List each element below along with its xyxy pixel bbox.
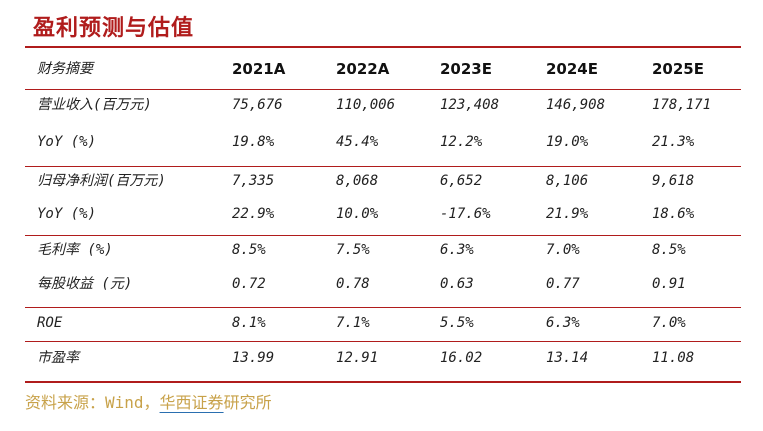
row-label: YoY (%) <box>37 206 97 222</box>
table-cell: -17.6% <box>440 206 491 222</box>
table-cell: 75,676 <box>232 97 283 113</box>
table-cell: 11.08 <box>652 350 695 366</box>
table-cell: 13.14 <box>546 350 589 366</box>
row-label: 毛利率 (%) <box>37 242 113 258</box>
table-divider <box>25 235 741 236</box>
table-cell: 6.3% <box>440 242 474 258</box>
row-label: YoY (%) <box>37 134 97 150</box>
table-cell: 45.4% <box>336 134 379 150</box>
table-cell: 16.02 <box>440 350 483 366</box>
row-label: 每股收益 (元) <box>37 276 133 292</box>
row-label: 市盈率 <box>37 350 79 366</box>
table-cell: 8.5% <box>232 242 266 258</box>
row-label: 营业收入(百万元) <box>37 97 152 113</box>
table-cell: 21.3% <box>652 134 695 150</box>
table-cell: 12.91 <box>336 350 379 366</box>
table-cell: 13.99 <box>232 350 275 366</box>
table-cell: 123,408 <box>440 97 500 113</box>
table-cell: 7.0% <box>546 242 580 258</box>
table-cell: 19.0% <box>546 134 589 150</box>
year-header: 2021A <box>232 60 286 78</box>
table-cell: 22.9% <box>232 206 275 222</box>
table-cell: 6.3% <box>546 315 580 331</box>
table-cell: 21.9% <box>546 206 589 222</box>
table-cell: 10.0% <box>336 206 379 222</box>
table-divider <box>25 341 741 342</box>
table-cell: 18.6% <box>652 206 695 222</box>
table-cell: 8.5% <box>652 242 686 258</box>
title-divider <box>25 46 741 48</box>
source-org-link[interactable]: 华西证券 <box>159 393 224 412</box>
table-cell: 9,618 <box>652 173 695 189</box>
table-cell: 0.91 <box>652 276 686 292</box>
table-cell: 7,335 <box>232 173 275 189</box>
year-header: 2022A <box>336 60 390 78</box>
table-cell: 19.8% <box>232 134 275 150</box>
row-label: ROE <box>37 315 63 331</box>
row-label: 归母净利润(百万元) <box>37 173 166 189</box>
table-divider <box>25 89 741 90</box>
table-cell: 7.1% <box>336 315 370 331</box>
table-cell: 110,006 <box>336 97 396 113</box>
table-cell: 7.5% <box>336 242 370 258</box>
source-prefix: 资料来源：Wind， <box>25 393 160 412</box>
year-header: 2025E <box>652 60 704 78</box>
table-cell: 0.72 <box>232 276 266 292</box>
table-cell: 7.0% <box>652 315 686 331</box>
table-divider <box>25 307 741 308</box>
table-cell: 146,908 <box>546 97 606 113</box>
header-label: 财务摘要 <box>37 61 93 77</box>
table-cell: 8.1% <box>232 315 266 331</box>
year-header: 2024E <box>546 60 598 78</box>
year-header: 2023E <box>440 60 492 78</box>
table-cell: 8,068 <box>336 173 379 189</box>
table-cell: 5.5% <box>440 315 474 331</box>
source-note: 资料来源：Wind，华西证券研究所 <box>25 389 272 413</box>
page-title: 盈利预测与估值 <box>33 15 195 41</box>
table-cell: 0.63 <box>440 276 474 292</box>
table-cell: 6,652 <box>440 173 483 189</box>
table-cell: 178,171 <box>652 97 712 113</box>
table-cell: 12.2% <box>440 134 483 150</box>
table-cell: 0.77 <box>546 276 580 292</box>
table-divider <box>25 166 741 167</box>
source-suffix: 研究所 <box>223 393 272 412</box>
table-bottom-rule <box>25 381 741 383</box>
table-cell: 8,106 <box>546 173 589 189</box>
table-cell: 0.78 <box>336 276 370 292</box>
